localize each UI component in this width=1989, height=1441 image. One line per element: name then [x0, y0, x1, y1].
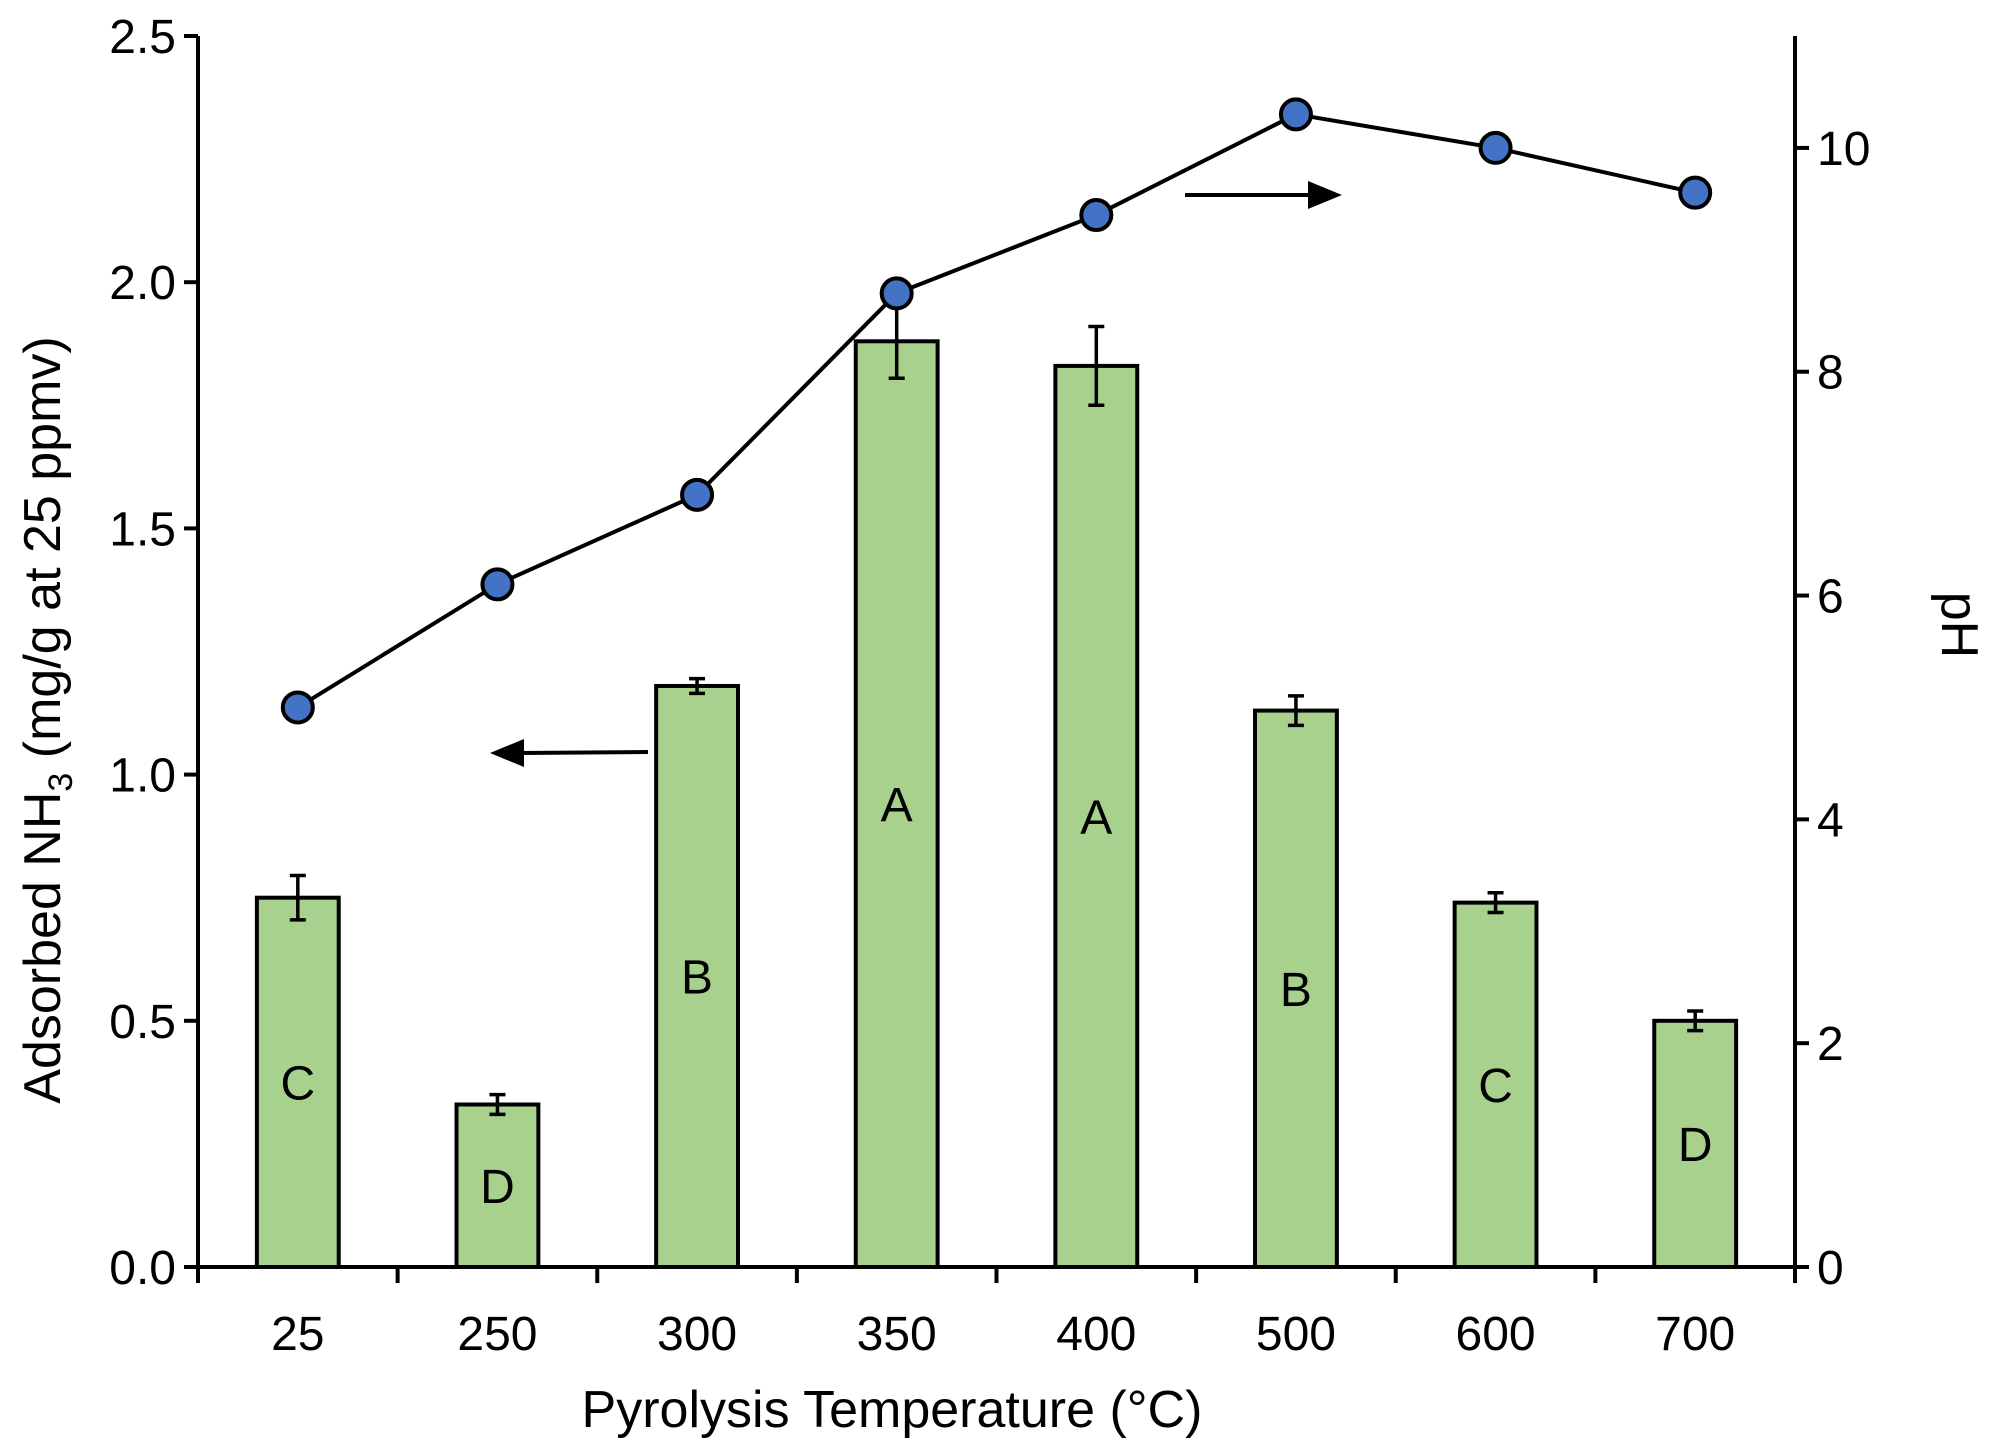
- y-tick-label: 0.5: [109, 996, 176, 1049]
- y-axis-title-prefix: Adsorbed NH: [14, 792, 72, 1104]
- y2-tick-label: 10: [1817, 123, 1870, 176]
- bar: [1053, 363, 1140, 1269]
- bar: [1452, 900, 1539, 1270]
- y-tick-label: 2.5: [109, 11, 176, 64]
- x-tick-label: 300: [657, 1308, 737, 1361]
- bars-layer: [254, 302, 1739, 1270]
- bar-group-letter: B: [1280, 964, 1312, 1017]
- y2-tick-label: 0: [1817, 1242, 1844, 1295]
- x-tick-label: 25: [271, 1308, 324, 1361]
- y-tick-label: 2.0: [109, 257, 176, 310]
- y-axis-title-suffix: (mg/g at 25 ppmv): [14, 336, 72, 772]
- bar: [853, 339, 940, 1269]
- ph-point: [680, 477, 715, 512]
- bar: [254, 895, 341, 1269]
- bar-group-letter: C: [1478, 1060, 1513, 1113]
- y2-tick-label: 2: [1817, 1018, 1844, 1071]
- bar: [1253, 708, 1339, 1269]
- ph-line: [296, 112, 1696, 710]
- bar-group-letter: D: [480, 1161, 515, 1214]
- bar-group-letter: B: [681, 951, 713, 1004]
- y-tick-label: 1.5: [109, 503, 176, 556]
- y2-tick-label: 6: [1817, 571, 1844, 624]
- y2-tick-label: 8: [1817, 347, 1844, 400]
- y-axis-title-subscript: 3: [42, 773, 80, 792]
- ph-point: [1278, 97, 1313, 132]
- y2-tick-label: 4: [1817, 794, 1844, 847]
- x-tick-label: 600: [1456, 1308, 1536, 1361]
- ph-point: [280, 690, 315, 725]
- bar: [454, 1102, 541, 1270]
- bar-group-letter: A: [881, 779, 913, 832]
- y2-axis-title: pH: [1930, 592, 1988, 658]
- x-tick-label: 250: [457, 1308, 537, 1361]
- ph-point: [480, 567, 515, 602]
- ph-point: [879, 276, 914, 311]
- labels-layer: 0.0 0.5 1.0 1.5 2.0 2.5 0 2 4 6 8 10 25 250 300 350 400 5…: [109, 11, 1870, 1361]
- ph-point: [1079, 198, 1114, 233]
- axes-layer: [184, 34, 1809, 1283]
- x-tick-label: 700: [1655, 1308, 1735, 1361]
- y-tick-label: 1.0: [109, 750, 176, 803]
- x-tick-label: 500: [1256, 1308, 1336, 1361]
- bar-group-letter: D: [1678, 1119, 1713, 1172]
- x-tick-label: 350: [857, 1308, 937, 1361]
- right-arrow-annotation: [1185, 181, 1342, 209]
- ph-line-layer: [280, 97, 1713, 725]
- ph-point: [1478, 130, 1513, 165]
- x-axis-title: Pyrolysis Temperature (°C): [582, 1381, 1203, 1439]
- y-tick-label: 0.0: [109, 1242, 176, 1295]
- x-tick-label: 400: [1056, 1308, 1136, 1361]
- y-axis-title: Adsorbed NH3 (mg/g at 25 ppmv): [14, 336, 80, 1103]
- bar: [654, 683, 740, 1269]
- left-arrow-annotation: [490, 739, 649, 767]
- ph-point: [1678, 175, 1713, 210]
- bar-group-letter: C: [280, 1057, 315, 1110]
- bar-group-letter: A: [1080, 791, 1112, 844]
